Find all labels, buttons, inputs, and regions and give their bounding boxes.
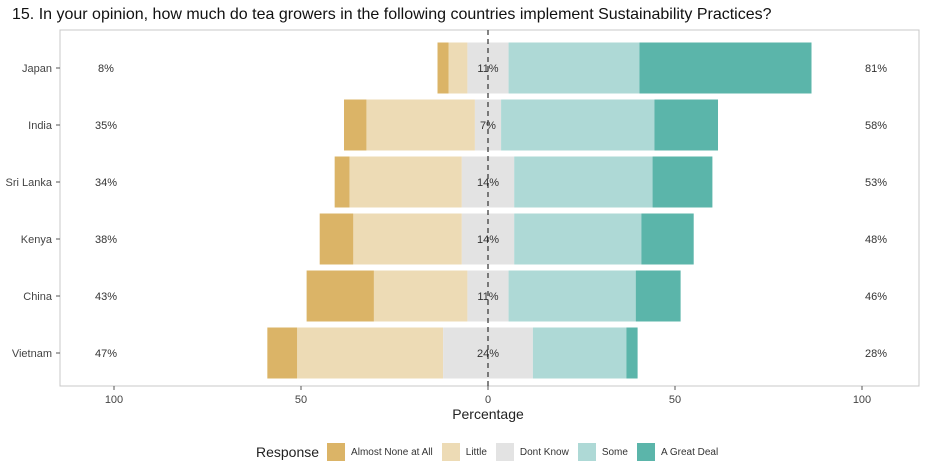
- left-pct-label: 8%: [98, 63, 114, 75]
- legend-swatch: [495, 443, 514, 461]
- bar-segment: [508, 270, 636, 322]
- x-tick-label: 50: [669, 394, 681, 406]
- center-pct-label: 11%: [477, 291, 498, 303]
- right-pct-label: 46%: [865, 291, 887, 303]
- bars-layer: [267, 42, 812, 379]
- bar-segment: [448, 42, 468, 94]
- x-tick-label: 100: [853, 394, 871, 406]
- bar-segment: [344, 99, 367, 151]
- legend-label: Dont Know: [519, 446, 569, 458]
- legend-label: A Great Deal: [660, 446, 719, 458]
- bar-segment: [626, 327, 638, 379]
- center-pct-label: 7%: [480, 120, 496, 132]
- x-axis-title: Percentage: [452, 406, 524, 422]
- bar-segment: [514, 156, 653, 208]
- right-pct-label: 81%: [865, 63, 887, 75]
- left-pct-label: 47%: [95, 348, 117, 360]
- legend-swatch: [577, 443, 596, 461]
- legend-item: Dont Know: [495, 443, 569, 461]
- bar-segment: [373, 270, 468, 322]
- y-tick-label: Kenya: [21, 234, 53, 246]
- y-tick-label: India: [28, 120, 53, 132]
- bar-segment: [532, 327, 627, 379]
- legend-swatch: [327, 443, 346, 461]
- legend-label: Some: [601, 446, 628, 458]
- bar-segment: [501, 99, 655, 151]
- bar-segment: [641, 213, 694, 265]
- y-tick-label: Sri Lanka: [6, 177, 53, 189]
- bar-segment: [652, 156, 713, 208]
- bar-segment: [437, 42, 449, 94]
- left-pct-label: 34%: [95, 177, 117, 189]
- bar-segment: [514, 213, 642, 265]
- right-pct-label: 48%: [865, 234, 887, 246]
- y-tick-label: China: [23, 291, 53, 303]
- bar-segment: [639, 42, 812, 94]
- legend-label: Almost None at All: [351, 446, 433, 458]
- legend-item: Some: [577, 443, 628, 461]
- bar-segment: [267, 327, 298, 379]
- bar-segment: [353, 213, 462, 265]
- axis-layer: [56, 30, 863, 390]
- bar-segment: [366, 99, 475, 151]
- bar-segment: [319, 213, 354, 265]
- right-pct-label: 53%: [865, 177, 887, 189]
- x-tick-label: 0: [485, 394, 491, 406]
- bar-segment: [297, 327, 444, 379]
- bar-segment: [654, 99, 719, 151]
- legend: Response Almost None at All Little Dont …: [256, 440, 727, 464]
- x-tick-label: 50: [295, 394, 307, 406]
- legend-item: A Great Deal: [636, 443, 719, 461]
- bar-segment: [334, 156, 350, 208]
- legend-item: Almost None at All: [327, 443, 433, 461]
- left-pct-label: 35%: [95, 120, 117, 132]
- legend-item: Little: [441, 443, 487, 461]
- chart-title: 15. In your opinion, how much do tea gro…: [12, 6, 772, 23]
- y-tick-label: Vietnam: [12, 348, 52, 360]
- left-pct-label: 43%: [95, 291, 117, 303]
- x-tick-label: 100: [105, 394, 123, 406]
- bar-segment: [508, 42, 640, 94]
- legend-title: Response: [256, 444, 320, 460]
- legend-swatch: [441, 443, 460, 461]
- y-tick-label: Japan: [22, 63, 52, 75]
- bar-segment: [306, 270, 374, 322]
- right-pct-label: 58%: [865, 120, 887, 132]
- legend-swatch: [636, 443, 655, 461]
- legend-label: Little: [465, 446, 487, 458]
- right-pct-label: 28%: [865, 348, 887, 360]
- left-pct-label: 38%: [95, 234, 117, 246]
- bar-segment: [349, 156, 462, 208]
- bar-segment: [635, 270, 681, 322]
